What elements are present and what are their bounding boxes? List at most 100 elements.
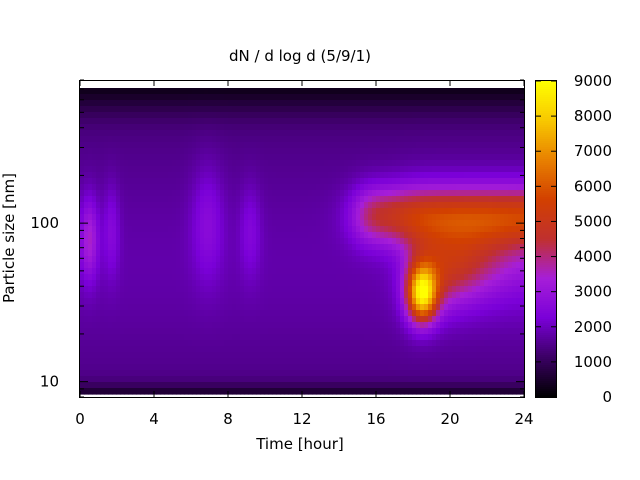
heatmap-cell <box>424 244 429 251</box>
heatmap-cell <box>188 322 193 329</box>
heatmap-cell <box>436 160 441 167</box>
heatmap-cell <box>388 316 393 323</box>
heatmap-cell <box>448 112 453 119</box>
heatmap-cell <box>180 88 185 95</box>
heatmap-cell <box>272 316 277 323</box>
heatmap-cell <box>164 268 169 275</box>
heatmap-cell <box>244 322 249 329</box>
heatmap-cell <box>412 166 417 173</box>
heatmap-cell <box>420 238 425 245</box>
heatmap-cell <box>252 124 257 131</box>
heatmap-cell <box>388 172 393 179</box>
heatmap-cell <box>348 268 353 275</box>
heatmap-cell <box>120 382 125 389</box>
heatmap-cell <box>124 196 129 203</box>
heatmap-cell <box>232 196 237 203</box>
heatmap-cell <box>172 298 177 305</box>
heatmap-cell <box>244 154 249 161</box>
heatmap-cell <box>376 136 381 143</box>
heatmap-cell <box>408 376 413 383</box>
heatmap-cell <box>292 220 297 227</box>
heatmap-cell <box>400 208 405 215</box>
heatmap-cell <box>116 178 121 185</box>
heatmap-cell <box>188 238 193 245</box>
heatmap-cell <box>308 124 313 131</box>
heatmap-cell <box>80 196 85 203</box>
heatmap-cell <box>332 250 337 257</box>
heatmap-cell <box>464 94 469 101</box>
heatmap-cell <box>444 178 449 185</box>
heatmap-cell <box>320 226 325 233</box>
heatmap-cell <box>196 130 201 137</box>
heatmap-cell <box>268 118 273 125</box>
heatmap-cell <box>152 334 157 341</box>
heatmap-cell <box>84 316 89 323</box>
heatmap-cell <box>332 214 337 221</box>
heatmap-cell <box>368 286 373 293</box>
heatmap-cell <box>316 172 321 179</box>
heatmap-cell <box>248 376 253 383</box>
heatmap-cell <box>176 226 181 233</box>
heatmap-cell <box>416 202 421 209</box>
heatmap-cell <box>344 106 349 113</box>
heatmap-cell <box>328 382 333 389</box>
heatmap-cell <box>104 304 109 311</box>
heatmap-cell <box>104 148 109 155</box>
heatmap-cell <box>380 316 385 323</box>
heatmap-cell <box>340 256 345 263</box>
heatmap-cell <box>388 232 393 239</box>
heatmap-cell <box>324 328 329 335</box>
heatmap-cell <box>236 292 241 299</box>
heatmap-cell <box>244 244 249 251</box>
heatmap-cell <box>396 250 401 257</box>
heatmap-cell <box>200 142 205 149</box>
heatmap-cell <box>460 130 465 137</box>
heatmap-cell <box>316 382 321 389</box>
heatmap-cell <box>208 88 213 95</box>
heatmap-cell <box>232 226 237 233</box>
heatmap-cell <box>464 172 469 179</box>
heatmap-cell <box>140 94 145 101</box>
heatmap-cell <box>408 94 413 101</box>
heatmap-cell <box>200 226 205 233</box>
heatmap-cell <box>292 136 297 143</box>
heatmap-cell <box>156 376 161 383</box>
heatmap-cell <box>188 358 193 365</box>
heatmap-cell <box>332 196 337 203</box>
heatmap-cell <box>468 202 473 209</box>
heatmap-cell <box>128 160 133 167</box>
heatmap-cell <box>396 322 401 329</box>
heatmap-cell <box>372 280 377 287</box>
heatmap-cell <box>168 274 173 281</box>
heatmap-cell <box>92 112 97 119</box>
heatmap-cell <box>380 196 385 203</box>
heatmap-cell <box>236 286 241 293</box>
heatmap-cell <box>108 280 113 287</box>
heatmap-cell <box>116 382 121 389</box>
heatmap-cell <box>448 148 453 155</box>
heatmap-cell <box>136 322 141 329</box>
heatmap-cell <box>256 190 261 197</box>
heatmap-cell <box>156 310 161 317</box>
heatmap-cell <box>444 154 449 161</box>
heatmap-cell <box>420 280 425 287</box>
heatmap-cell <box>328 262 333 269</box>
heatmap-cell <box>180 328 185 335</box>
heatmap-cell <box>140 292 145 299</box>
heatmap-cell <box>356 388 361 395</box>
heatmap-cell <box>460 118 465 125</box>
heatmap-cell <box>228 322 233 329</box>
heatmap-cell <box>392 274 397 281</box>
heatmap-cell <box>252 178 257 185</box>
heatmap-cell <box>380 346 385 353</box>
heatmap-cell <box>124 316 129 323</box>
heatmap-cell <box>176 304 181 311</box>
heatmap-cell <box>96 304 101 311</box>
heatmap-cell <box>424 292 429 299</box>
heatmap-cell <box>456 334 461 341</box>
heatmap-cell <box>80 298 85 305</box>
heatmap-cell <box>292 196 297 203</box>
heatmap-cell <box>144 94 149 101</box>
heatmap-cell <box>404 208 409 215</box>
heatmap-cell <box>156 94 161 101</box>
